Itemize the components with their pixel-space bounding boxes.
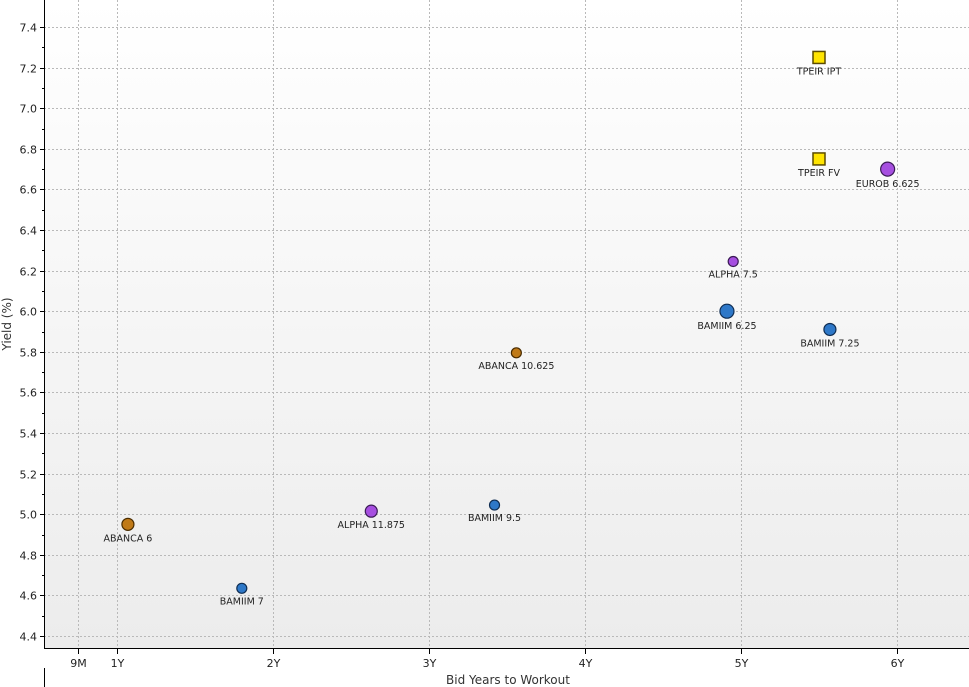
x-tick-label: 2Y [267, 657, 281, 670]
grid-lines [44, 0, 969, 648]
x-tick-label: 5Y [735, 657, 749, 670]
data-point-label: ALPHA 11.875 [338, 520, 405, 531]
y-tick-label: 5.4 [20, 428, 38, 441]
data-point [880, 161, 896, 177]
y-tick-label: 6.6 [20, 184, 38, 197]
data-point-label: BAMIIM 6.25 [697, 321, 756, 332]
y-tick-label: 6.4 [20, 225, 38, 238]
data-point-label: ALPHA 7.5 [709, 269, 758, 280]
data-point [719, 303, 735, 319]
y-tick-label: 7.2 [20, 63, 38, 76]
plot-background [44, 0, 969, 648]
data-point-label: EUROB 6.625 [856, 179, 920, 190]
data-point [488, 499, 501, 511]
data-point-label: BAMIIM 9.5 [468, 513, 521, 524]
data-point [812, 152, 826, 166]
y-tick-label: 4.8 [20, 550, 38, 563]
y-tick-label: 5.8 [20, 347, 38, 360]
data-point-label: TPEIR FV [797, 168, 840, 179]
y-tick-label: 6.8 [20, 144, 38, 157]
x-tick-label: 6Y [891, 657, 905, 670]
x-tick-label: 4Y [579, 657, 593, 670]
y-tick-label: 5.6 [20, 387, 38, 400]
data-point [812, 50, 826, 65]
data-point [727, 255, 739, 268]
y-tick-label: 5.0 [20, 509, 38, 522]
y-tick-label: 6.2 [20, 266, 38, 279]
y-tick-label: 5.2 [20, 469, 38, 482]
x-axis-title: Bid Years to Workout [446, 673, 570, 687]
y-axis-title: Yield (%) [0, 297, 14, 351]
x-tick-label: 1Y [111, 657, 125, 670]
data-point [823, 322, 837, 337]
x-tick-label: 9M [70, 657, 87, 670]
y-tick-label: 7.0 [20, 103, 38, 116]
y-tick-label: 4.4 [20, 631, 38, 644]
data-point [510, 347, 522, 359]
data-point-label: BAMIIM 7.25 [800, 338, 859, 349]
data-point-label: BAMIIM 7 [220, 596, 264, 607]
x-tick-label: 3Y [423, 657, 437, 670]
data-point [364, 504, 378, 518]
data-point-label: ABANCA 10.625 [478, 361, 554, 372]
data-points: TPEIR IPT TPEIR FV EUROB 6.625 ALPHA 7.5 BAM… [104, 50, 920, 607]
data-point-label: ABANCA 6 [104, 533, 153, 544]
y-tick-label: 7.4 [20, 22, 38, 35]
axes: 4.4 4.6 4.8 5.0 5.2 5.4 5.6 5.8 6.0 6.2 6.4 6.6 6.8 7… [20, 0, 969, 687]
y-tick-label: 4.6 [20, 590, 38, 603]
data-point-label: TPEIR IPT [796, 66, 841, 77]
y-tick-label: 6.0 [20, 306, 38, 319]
data-point [121, 517, 135, 531]
data-point [236, 582, 248, 594]
